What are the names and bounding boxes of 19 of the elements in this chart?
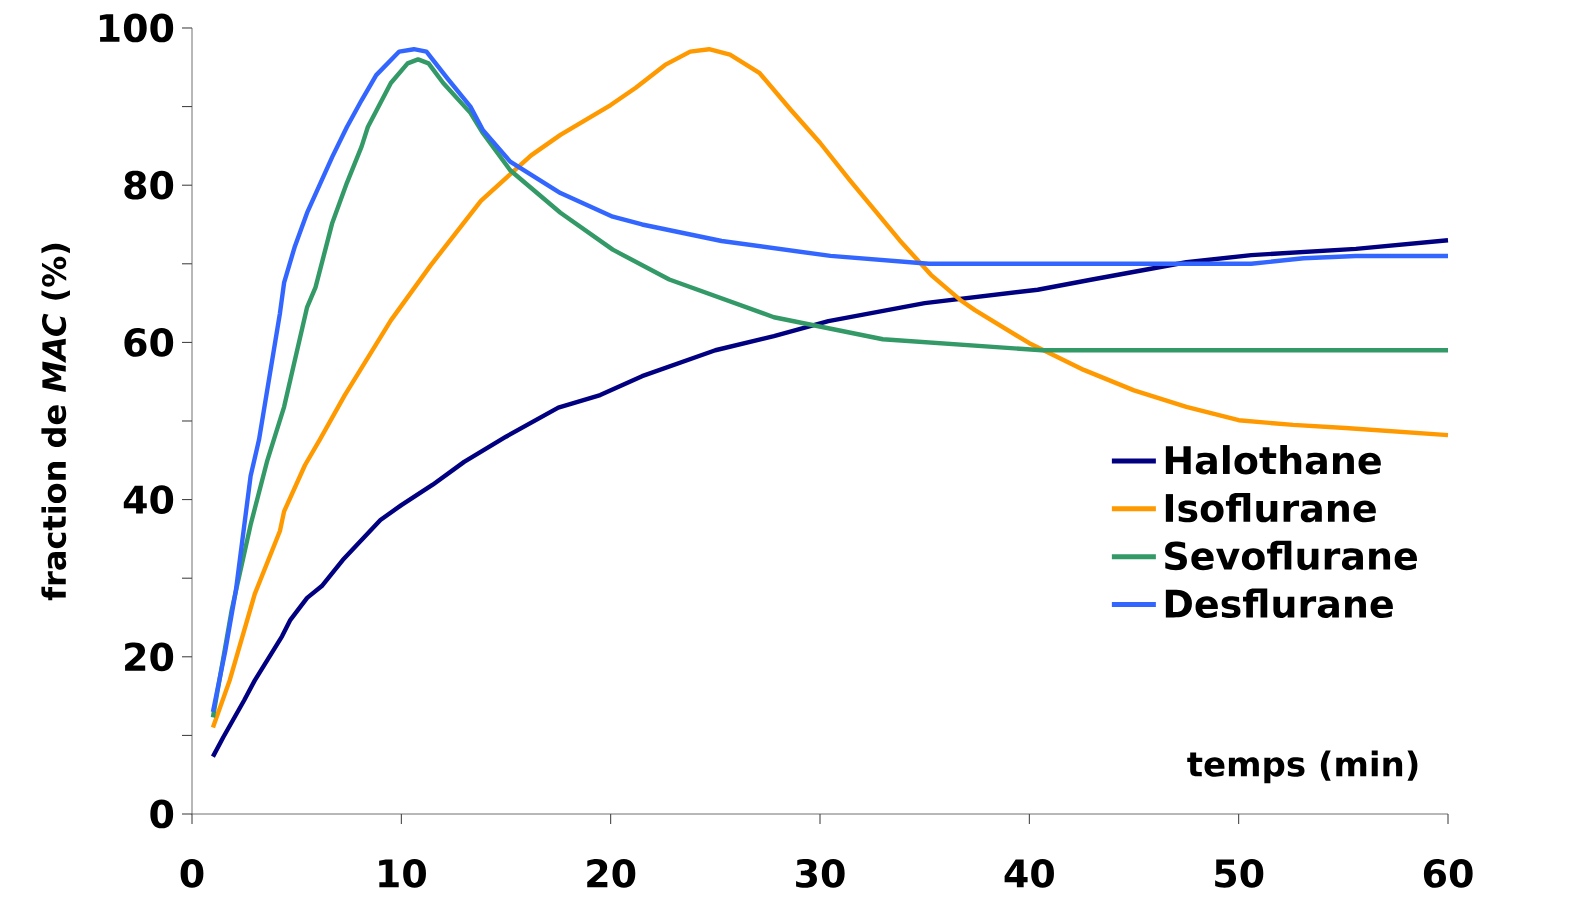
x-tick-label: 40 bbox=[1004, 859, 1054, 888]
legend-label: Halothane bbox=[1165, 445, 1381, 475]
y-tick-label: 60 bbox=[124, 328, 174, 357]
legend-label: Isoflurane bbox=[1165, 492, 1376, 523]
y-tick-label: 40 bbox=[123, 485, 174, 514]
y-tick-label: 20 bbox=[125, 642, 174, 672]
x-tick-label: 20 bbox=[587, 859, 636, 888]
legend-label: Desflurane bbox=[1165, 588, 1393, 618]
y-tick-label: 0 bbox=[150, 799, 174, 829]
x-tick-label: 10 bbox=[379, 859, 426, 888]
x-tick-label: 30 bbox=[796, 859, 845, 888]
x-axis-title: temps (min) bbox=[1187, 750, 1418, 784]
x-tick-label: 0 bbox=[180, 859, 204, 888]
y-tick-label: 100 bbox=[99, 13, 174, 43]
x-tick-label: 60 bbox=[1423, 859, 1473, 888]
y-tick-label: 80 bbox=[124, 170, 174, 200]
legend-label: Sevoflurane bbox=[1165, 540, 1417, 571]
x-tick-label: 50 bbox=[1215, 859, 1264, 888]
y-axis-title: fraction de MAC (%) bbox=[41, 243, 70, 601]
